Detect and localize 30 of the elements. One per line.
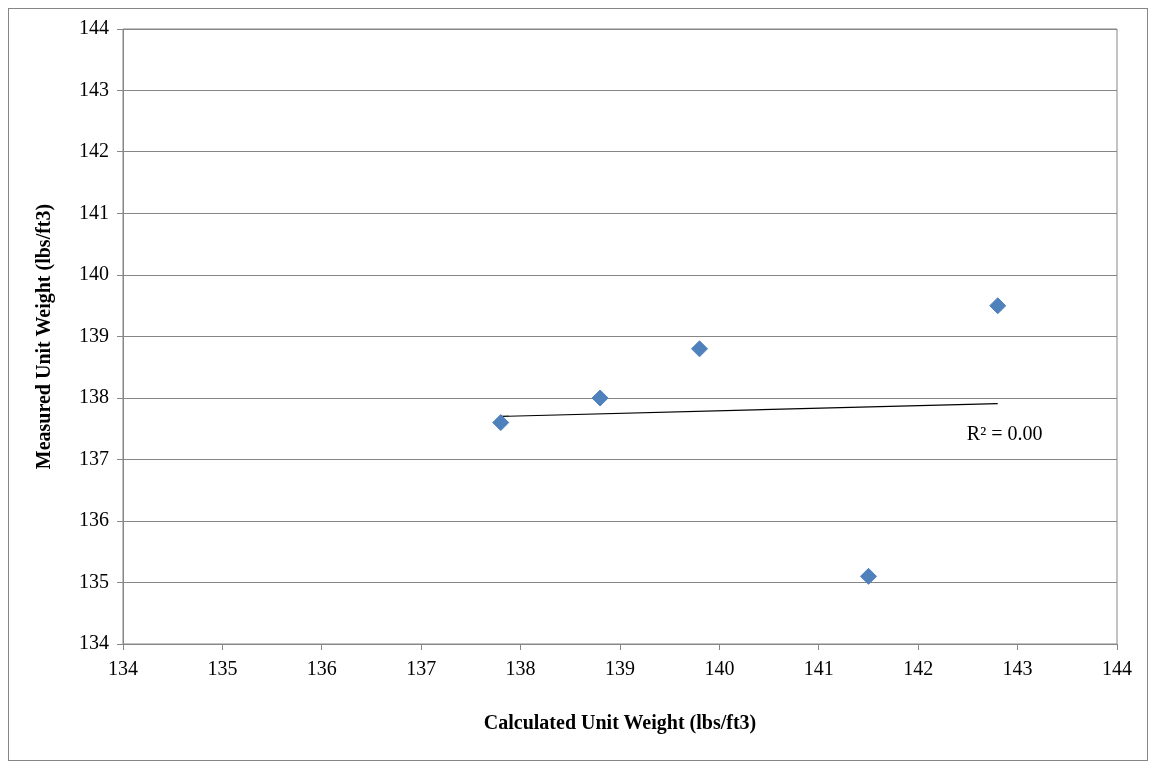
point (492, 414, 510, 432)
y-tick-label: 143 (79, 77, 109, 100)
y-axis-title: Measured Unit Weight (lbs/ft3) (32, 203, 56, 470)
x-tick-label: 136 (306, 657, 337, 680)
x-tick-label: 134 (108, 657, 138, 680)
point (691, 340, 709, 358)
x-tick-label: 135 (207, 657, 238, 680)
y-tick-label: 140 (79, 262, 109, 285)
y-tick-label: 137 (79, 446, 109, 469)
y-tick-label: 136 (79, 508, 109, 531)
x-axis-title: Calculated Unit Weight (lbs/ft3) (483, 711, 757, 735)
y-tick-label: 134 (79, 631, 109, 654)
x-tick-label: 142 (903, 657, 934, 680)
y-tick-label: 142 (79, 139, 109, 162)
y-tick-label: 144 (79, 16, 109, 39)
x-tick-label: 138 (505, 657, 536, 680)
x-tick-label: 141 (803, 657, 834, 680)
y-tick-label: 135 (79, 569, 109, 592)
y-tick-label: 139 (79, 323, 109, 346)
point (591, 389, 609, 407)
x-tick-label: 139 (605, 657, 635, 680)
y-tick-label: 138 (79, 385, 109, 408)
point (860, 567, 877, 585)
x-tick-label: 137 (406, 657, 437, 680)
annotation: R² = 0.00 (966, 422, 1043, 445)
y-tick-label: 141 (79, 200, 109, 223)
point (989, 297, 1007, 315)
x-tick-label: 140 (704, 657, 735, 680)
x-tick-label: 143 (1002, 657, 1033, 680)
x-tick-label: 144 (1102, 657, 1132, 680)
